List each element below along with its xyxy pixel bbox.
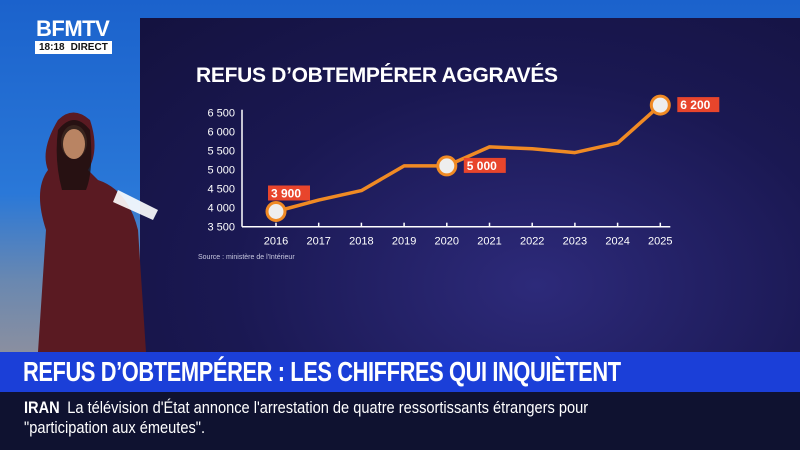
headline-banner: REFUS D’OBTEMPÉRER : LES CHIFFRES QUI IN…	[0, 352, 800, 392]
data-label: 6 200	[680, 98, 710, 112]
x-tick-label: 2025	[648, 236, 672, 248]
data-label: 3 900	[271, 187, 301, 201]
y-tick-label: 5 500	[207, 146, 235, 158]
ticker-text: IRAN La télévision d'État annonce l'arre…	[24, 398, 643, 438]
x-tick-label: 2022	[520, 236, 544, 248]
chart-title: REFUS D’OBTEMPÉRER AGGRAVÉS	[196, 64, 558, 87]
x-tick-label: 2023	[563, 236, 587, 248]
data-label-bg	[268, 185, 310, 201]
x-tick-label: 2019	[392, 236, 416, 248]
series-line	[275, 103, 662, 214]
x-tick-label: 2021	[477, 236, 501, 248]
data-label-bg	[677, 97, 720, 113]
y-tick-label: 6 500	[207, 108, 235, 120]
x-tick-label: 2018	[349, 236, 373, 248]
y-tick-label: 4 500	[207, 184, 235, 196]
live-clock: 18:18 DIRECT	[35, 41, 112, 54]
headline-text: REFUS D’OBTEMPÉRER : LES CHIFFRES QUI IN…	[23, 356, 621, 387]
data-point-marker	[265, 201, 287, 222]
x-tick-label: 2016	[264, 236, 288, 248]
y-tick-label: 6 000	[207, 127, 235, 139]
clock-time: 18:18	[39, 42, 65, 53]
y-tick-label: 3 500	[207, 222, 235, 234]
data-point-marker	[649, 94, 671, 116]
y-tick-label: 5 000	[207, 165, 235, 177]
channel-logo: BFMTV	[36, 16, 110, 41]
data-label-bg	[463, 157, 506, 173]
data-label: 5 000	[467, 159, 497, 173]
x-tick-label: 2017	[306, 236, 330, 248]
ticker-body: La télévision d'État annonce l'arrestati…	[24, 398, 589, 437]
line-chart: 3 500 4 000 4 500 5 000 5 500 6 000 6 500 2016 2…	[207, 94, 720, 248]
y-tick-label: 4 000	[207, 203, 235, 215]
x-tick-label: 2020	[435, 236, 459, 248]
data-point-marker	[436, 155, 458, 177]
studio-screen	[140, 18, 800, 352]
presenter-figure	[38, 112, 158, 352]
news-ticker: IRAN La télévision d'État annonce l'arre…	[0, 392, 800, 450]
live-label: DIRECT	[70, 42, 108, 53]
chart-source: Source : ministère de l'Intérieur	[198, 254, 295, 261]
ticker-tag: IRAN	[24, 398, 60, 417]
x-tick-label: 2024	[605, 236, 629, 248]
